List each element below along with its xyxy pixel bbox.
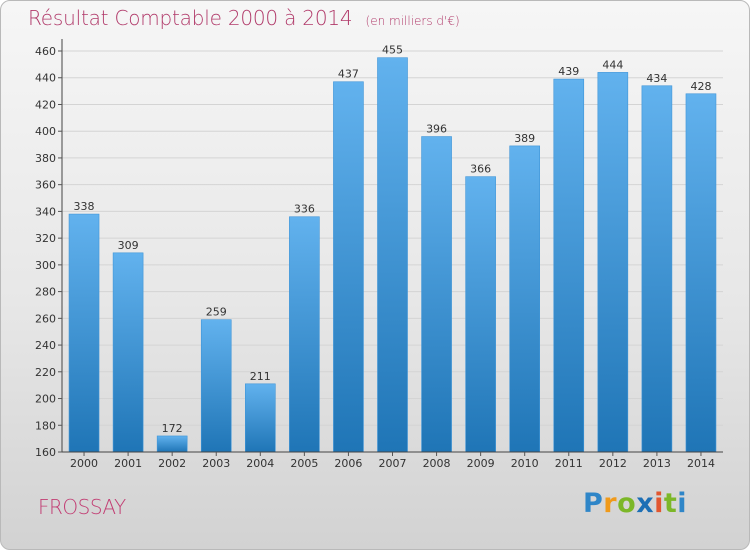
y-tick-label: 360: [35, 179, 56, 192]
y-tick-label: 180: [35, 419, 56, 432]
data-label-2011: 439: [558, 65, 579, 78]
x-tick-label: 2008: [423, 457, 451, 470]
bar-2011: [553, 78, 585, 453]
y-tick-label: 380: [35, 152, 56, 165]
x-tick-label: 2011: [555, 457, 583, 470]
data-labels: 338 309 172 259 211 336 437 455 396 366 389 439 444 4…: [74, 44, 712, 435]
bar-2006: [333, 81, 364, 453]
chart-title: Résultat Comptable 2000 à 2014: [28, 6, 353, 30]
x-tick-label: 2003: [202, 457, 230, 470]
x-tick-label: 2000: [70, 457, 98, 470]
y-tick-label: 400: [35, 125, 56, 138]
y-tick-label: 260: [35, 312, 56, 325]
x-tick-label: 2009: [467, 457, 495, 470]
bar-2000: [68, 213, 100, 453]
data-label-2003: 259: [206, 306, 227, 319]
bar-2014: [685, 93, 717, 453]
data-label-2012: 444: [602, 58, 623, 71]
y-tick-label: 200: [35, 393, 56, 406]
bar-2013: [641, 85, 673, 453]
x-tick-label: 2006: [334, 457, 362, 470]
data-label-2014: 428: [690, 80, 711, 93]
place-name: FROSSAY: [38, 495, 126, 519]
y-tick-label: 440: [35, 72, 56, 85]
chart-subtitle: (en milliers d'€): [365, 14, 460, 28]
data-label-2000: 338: [74, 200, 95, 213]
data-label-2006: 437: [338, 68, 359, 81]
bar-2003: [200, 319, 232, 453]
bar-2004: [245, 383, 276, 453]
x-tick-label: 2005: [290, 457, 318, 470]
y-tick-label: 160: [35, 446, 56, 459]
x-tick-label: 2004: [246, 457, 274, 470]
data-label-2002: 172: [162, 422, 183, 435]
y-tick-label: 420: [35, 98, 56, 111]
data-label-2005: 336: [294, 203, 315, 216]
y-tick-label: 240: [35, 339, 56, 352]
bar-2008: [421, 136, 452, 453]
data-label-2004: 211: [250, 370, 271, 383]
bar-2002: [156, 435, 188, 453]
data-label-2007: 455: [382, 44, 403, 57]
chart-title-block: Résultat Comptable 2000 à 2014 (en milli…: [28, 6, 460, 30]
y-tick-label: 220: [35, 366, 56, 379]
bar-2007: [377, 57, 408, 453]
bar-2010: [509, 145, 541, 453]
y-tick-label: 460: [35, 45, 56, 58]
y-tick-label: 280: [35, 286, 56, 299]
bar-2001: [112, 252, 144, 453]
bars: [68, 57, 717, 453]
y-tick-label: 300: [35, 259, 56, 272]
proxiti-logo: Proxiti: [583, 488, 688, 519]
data-label-2010: 389: [514, 132, 535, 145]
data-label-2001: 309: [118, 239, 139, 252]
x-tick-label: 2007: [379, 457, 407, 470]
x-tick-label: 2014: [687, 457, 715, 470]
data-label-2013: 434: [646, 72, 667, 85]
bar-2009: [465, 176, 496, 453]
data-label-2009: 366: [470, 163, 491, 176]
x-tick-labels: 2000 2001 2002 2003 2004 2005 2006 2007 2008 2009…: [70, 452, 715, 470]
x-tick-label: 2001: [114, 457, 142, 470]
x-tick-label: 2013: [643, 457, 671, 470]
y-tick-labels: 160 180 200 220 240 260 280 300 320 340 360 380 400 4…: [35, 45, 62, 459]
x-tick-label: 2002: [158, 457, 186, 470]
x-tick-label: 2012: [599, 457, 627, 470]
x-tick-label: 2010: [511, 457, 539, 470]
bar-2012: [597, 72, 629, 453]
data-label-2008: 396: [426, 123, 447, 136]
y-tick-label: 340: [35, 205, 56, 218]
bar-2005: [289, 216, 320, 453]
y-tick-label: 320: [35, 232, 56, 245]
